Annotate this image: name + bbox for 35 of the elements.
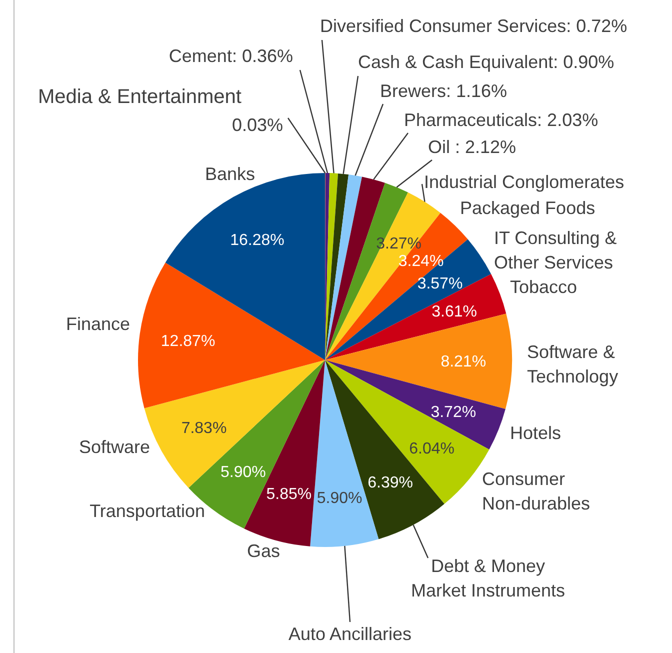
- slice-label: Cash & Cash Equivalent: 0.90%: [358, 52, 614, 72]
- slice-label: Tobacco: [510, 277, 578, 297]
- data-label: 3.24%: [398, 252, 444, 270]
- data-label: 3.72%: [430, 404, 476, 422]
- slice-label: Consumer Non-durables: [482, 469, 590, 514]
- slice-label: Industrial Conglomerates: [424, 172, 624, 192]
- data-label: 6.04%: [409, 440, 455, 458]
- slice-label: Auto Ancillaries: [288, 624, 412, 644]
- data-label: 3.61%: [432, 303, 477, 320]
- slice-label: Banks: [204, 164, 255, 184]
- data-label: 16.28%: [230, 232, 284, 249]
- slice-label: Cement: 0.36%: [168, 46, 293, 66]
- data-label: 12.87%: [160, 332, 216, 350]
- slice-label: Gas: [246, 541, 280, 561]
- slice-label: Finance: [66, 314, 130, 334]
- slice-label: Software: [78, 437, 150, 457]
- data-label: 6.39%: [368, 474, 414, 492]
- slice-label: Media & Entertainment: [38, 86, 242, 108]
- slice-label: Oil : 2.12%: [428, 137, 516, 157]
- slice-label: Debt & Money Market Instruments: [410, 556, 566, 600]
- data-label: 5.85%: [266, 486, 312, 504]
- slice-label: Transportation: [90, 501, 205, 521]
- slice-label: Diversified Consumer Services: 0.72%: [320, 16, 628, 36]
- data-label: 5.90%: [316, 490, 362, 508]
- slice-label: Hotels: [510, 423, 562, 443]
- data-label: 5.90%: [220, 464, 266, 482]
- slice-label: Software & Technology: [527, 342, 618, 386]
- slice-label: Brewers: 1.16%: [380, 81, 508, 101]
- slice-label: IT Consulting & Other Services: [494, 228, 617, 272]
- data-label: 3.57%: [417, 276, 463, 293]
- slice-label: Packaged Foods: [460, 198, 596, 218]
- slice-label: Pharmaceuticals: 2.03%: [404, 110, 598, 130]
- data-label: 8.21%: [440, 354, 486, 371]
- data-label: 0.03%: [232, 115, 283, 135]
- data-label: 7.83%: [181, 420, 227, 437]
